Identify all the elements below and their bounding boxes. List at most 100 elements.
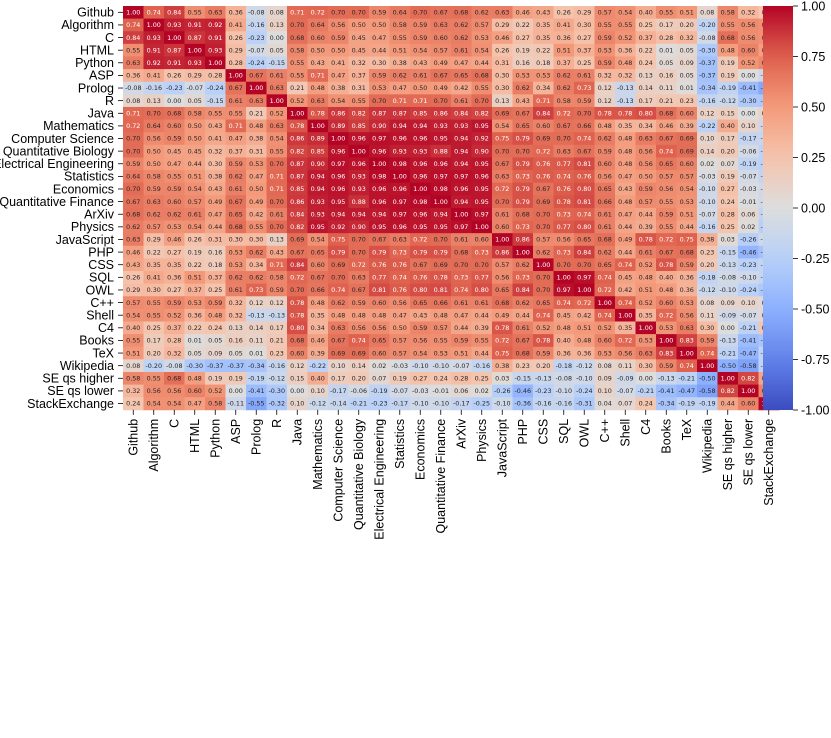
column-label-c: C++ <box>598 419 612 443</box>
heatmap-cell-value: 0.70 <box>126 147 140 155</box>
heatmap-cell-html-shell <box>615 43 636 57</box>
heatmap-cell-sql-python <box>205 271 226 285</box>
heatmap-cell-algorithm-shell <box>615 18 636 32</box>
heatmap-cell-value: 0.62 <box>598 135 612 143</box>
heatmap-cell-value: 0.43 <box>208 185 222 193</box>
heatmap-cell-value: 0.40 <box>659 274 673 282</box>
heatmap-cell-value: -0.23 <box>535 387 552 395</box>
heatmap-cell-value: -0.16 <box>268 362 285 370</box>
heatmap-cell-r-statistics <box>389 94 411 108</box>
heatmap-cell-quantitative-finance-javascript <box>492 195 513 209</box>
heatmap-cell-c-owl <box>574 31 595 45</box>
heatmap-cell-value: 0.72 <box>311 9 325 17</box>
heatmap-cell-value: 0.67 <box>229 84 243 92</box>
heatmap-cell-computer-science-c <box>164 132 185 146</box>
heatmap-cell-c-books <box>656 296 677 310</box>
heatmap-cell-html-python <box>205 43 226 57</box>
heatmap-cell-computer-science-java <box>287 132 308 146</box>
heatmap-cell-quantitative-finance-wikipedia <box>697 195 718 209</box>
heatmap-cell-value: 0.59 <box>598 34 612 42</box>
heatmap-cell-value: 0.21 <box>290 84 304 92</box>
heatmap-cell-owl-shell <box>615 283 636 297</box>
heatmap-cell-python-owl <box>574 56 595 70</box>
heatmap-cell-c-javascript <box>492 296 513 310</box>
heatmap-cell-value: 0.56 <box>639 147 653 155</box>
heatmap-cell-value: 0.40 <box>721 122 735 130</box>
heatmap-cell-owl-r <box>266 283 288 297</box>
heatmap-cell-value: 0.40 <box>126 324 140 332</box>
heatmap-cell-value: 0.93 <box>454 122 468 130</box>
heatmap-cell-quantitative-biology-computer-science <box>328 144 349 158</box>
heatmap-cell-value: -0.08 <box>125 84 142 92</box>
heatmap-cell-value: -0.12 <box>576 362 593 370</box>
heatmap-cell-value: 0.95 <box>434 135 448 143</box>
heatmap-cell-css-python <box>205 258 226 272</box>
heatmap-cell-value: 0.39 <box>475 324 489 332</box>
heatmap-cell-computer-science-c4 <box>635 132 657 146</box>
heatmap-cell-statistics-sql <box>553 170 575 184</box>
heatmap-cell-c4-shell <box>615 321 636 335</box>
heatmap-cell-asp-computer-science <box>328 69 349 83</box>
heatmap-cell-value: 0.78 <box>290 311 304 319</box>
heatmap-cell-value: -0.18 <box>555 362 572 370</box>
heatmap-cell-quantitative-biology-github <box>123 144 144 158</box>
heatmap-cell-value: 0.34 <box>536 84 550 92</box>
heatmap-cell-value: 0.35 <box>618 122 632 130</box>
heatmap-cell-value: 0.60 <box>167 122 181 130</box>
heatmap-cell-physics-electrical-engineering <box>369 220 390 234</box>
heatmap-cell-value: 0.37 <box>639 34 653 42</box>
heatmap-cell-css-economics <box>410 258 431 272</box>
heatmap-cell-economics-prolog <box>246 182 267 196</box>
heatmap-cell-value: 0.96 <box>393 185 407 193</box>
heatmap-cell-sql-asp <box>225 271 247 285</box>
heatmap-cell-value: 0.92 <box>208 21 222 29</box>
heatmap-cell-value: 0.23 <box>516 362 530 370</box>
heatmap-cell-physics-sql <box>553 220 575 234</box>
heatmap-cell-economics-c <box>594 182 616 196</box>
heatmap-cell-value: 0.70 <box>434 97 448 105</box>
heatmap-cell-value: 0.55 <box>434 337 448 345</box>
heatmap-cell-javascript-tex <box>676 233 698 247</box>
column-label-wikipedia: Wikipedia <box>701 419 715 473</box>
heatmap-cell-javascript-quantitative-finance <box>430 233 452 247</box>
heatmap-cell-value: 0.50 <box>352 21 366 29</box>
column-label-owl: OWL <box>578 419 592 448</box>
heatmap-cell-mathematics-algorithm <box>143 119 165 133</box>
heatmap-cell-physics-computer-science <box>328 220 349 234</box>
heatmap-cell-value: 0.53 <box>598 46 612 54</box>
heatmap-cell-electrical-engineering-prolog <box>246 157 267 171</box>
heatmap-cell-economics-statistics <box>389 182 411 196</box>
heatmap-cell-c-wikipedia <box>697 31 718 45</box>
heatmap-cell-c-r <box>266 31 288 45</box>
heatmap-cell-prolog-javascript <box>492 81 513 95</box>
heatmap-cell-python-github <box>123 56 144 70</box>
column-label-python: Python <box>209 419 223 458</box>
heatmap-cell-value: -0.08 <box>699 34 716 42</box>
heatmap-cell-prolog-owl <box>574 81 595 95</box>
heatmap-cell-quantitative-finance-prolog <box>246 195 267 209</box>
heatmap-cell-github-owl <box>574 6 595 20</box>
heatmap-cell-value: 0.80 <box>577 223 591 231</box>
heatmap-cell-php-r <box>266 245 288 259</box>
heatmap-cell-value: 0.96 <box>372 147 386 155</box>
heatmap-cell-value: 0.44 <box>721 400 735 408</box>
heatmap-cell-r-java <box>287 94 308 108</box>
heatmap-cell-value: 0.70 <box>516 147 530 155</box>
heatmap-cell-value: 0.57 <box>393 349 407 357</box>
heatmap-cell-value: 0.45 <box>167 147 181 155</box>
heatmap-cell-quantitative-finance-c4 <box>635 195 657 209</box>
heatmap-cell-statistics-shell <box>615 170 636 184</box>
heatmap-cell-electrical-engineering-sql <box>553 157 575 171</box>
heatmap-cell-value: 0.61 <box>229 286 243 294</box>
heatmap-cell-value: -0.50 <box>699 374 716 382</box>
heatmap-cell-arxiv-mathematics <box>307 207 329 221</box>
heatmap-cell-value: 0.51 <box>680 210 694 218</box>
heatmap-cell-value: 0.60 <box>372 349 386 357</box>
heatmap-cell-value: 0.71 <box>270 261 284 269</box>
heatmap-cell-economics-asp <box>225 182 247 196</box>
heatmap-cell-owl-quantitative-biology <box>348 283 370 297</box>
heatmap-cell-statistics-electrical-engineering <box>369 170 390 184</box>
heatmap-cell-python-computer-science <box>328 56 349 70</box>
heatmap-cell-books-computer-science <box>328 334 349 348</box>
heatmap-cell-value: 0.59 <box>208 299 222 307</box>
